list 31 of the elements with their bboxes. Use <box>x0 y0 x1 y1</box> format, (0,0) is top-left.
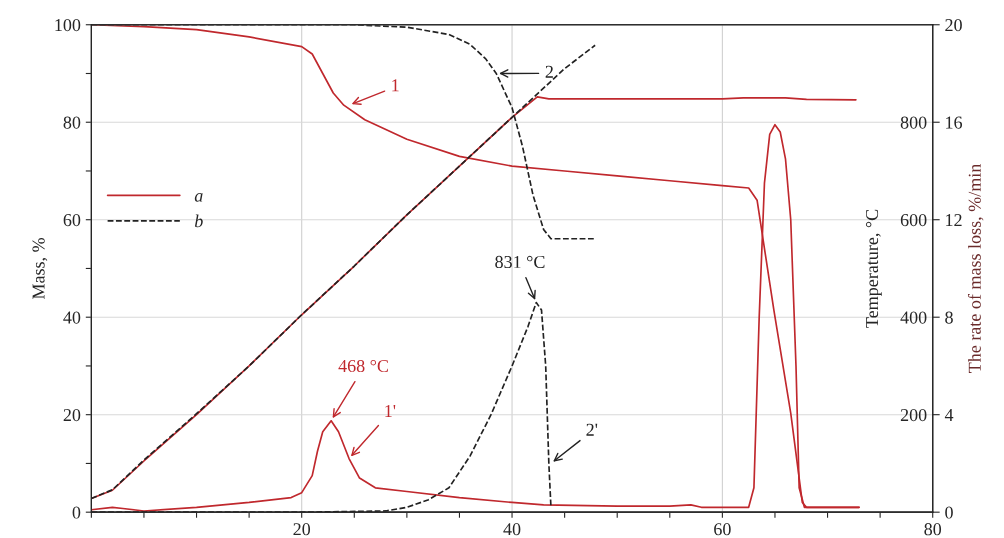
y2-tick-label: 600 <box>900 213 927 227</box>
legend-label: a <box>194 193 203 202</box>
y2-tick-label: 200 <box>900 408 927 422</box>
annotation: 1' <box>385 404 396 417</box>
y3-tick-label: 4 <box>944 409 954 421</box>
y3-tick-label: 0 <box>945 506 953 519</box>
y-tick-label: 0 <box>72 506 81 519</box>
y-tick-label: 40 <box>63 311 81 324</box>
y-tick-label: 100 <box>55 19 81 32</box>
x-tick-label: 40 <box>503 523 521 536</box>
y-axis-title: Mass, % <box>32 237 48 300</box>
y3-tick-label: 20 <box>945 19 962 32</box>
y2-tick-label: 800 <box>900 116 927 129</box>
y3-tick-label: 16 <box>946 116 963 129</box>
y3-tick-label: 12 <box>946 214 962 226</box>
y-tick-label: 60 <box>63 213 81 227</box>
annotation: 2' <box>586 423 598 436</box>
y-tick-label: 20 <box>63 408 81 422</box>
x-tick-label: 20 <box>293 523 311 536</box>
annotation: 1 <box>392 79 399 92</box>
annotation: 468 °C <box>338 359 388 373</box>
x-tick-label: 80 <box>924 523 942 536</box>
y3-axis-title: The rate of mass loss, %/min <box>967 163 984 373</box>
annotation: 2 <box>545 65 553 78</box>
y2-tick-label: 400 <box>900 311 927 324</box>
annotation: 831 °C <box>495 255 545 269</box>
y-tick-label: 80 <box>63 116 81 129</box>
x-tick-label: 60 <box>714 523 731 536</box>
y2-axis-title: Temperature, °C <box>865 209 882 328</box>
y3-tick-label: 8 <box>945 311 953 324</box>
legend-label: b <box>194 214 203 228</box>
